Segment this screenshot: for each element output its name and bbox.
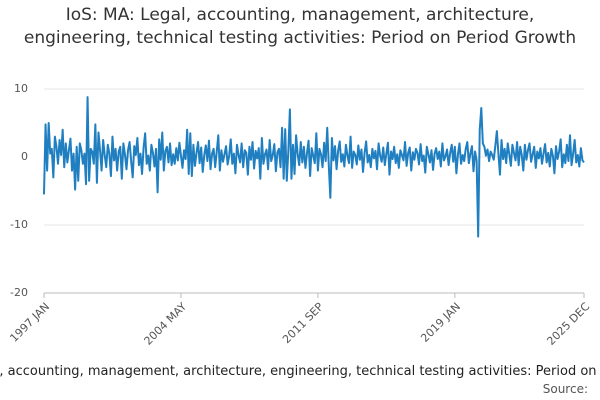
x-tick-label: 2025 DEC: [544, 300, 592, 348]
x-tick-label: 2011 SEP: [280, 300, 326, 346]
y-tick-label: -10: [10, 218, 28, 231]
series-line: [43, 96, 585, 238]
y-tick-label: 10: [14, 82, 28, 95]
x-tick-label: 2004 MAY: [142, 300, 190, 348]
chart-caption: IoS: MA: Legal, accounting, management, …: [0, 364, 600, 379]
source-label: Source:: [542, 382, 588, 396]
y-tick-label: 0: [21, 150, 28, 163]
y-tick-label: -20: [10, 286, 28, 299]
x-tick-label: 1997 JAN: [7, 300, 52, 345]
x-tick-label: 2019 JAN: [418, 300, 463, 345]
chart-title: IoS: MA: Legal, accounting, management, …: [23, 5, 577, 48]
